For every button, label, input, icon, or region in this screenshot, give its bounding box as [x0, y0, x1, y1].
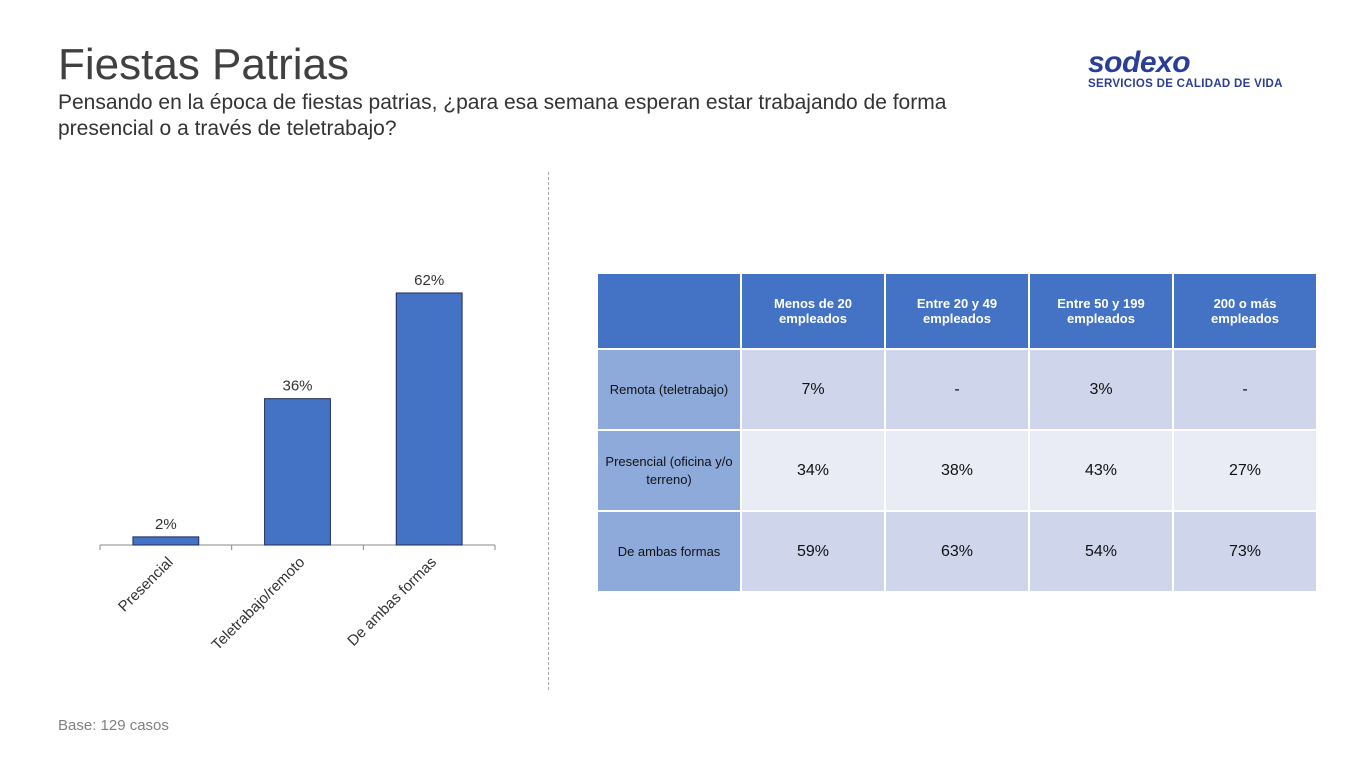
column-header: Entre 20 y 49 empleados	[884, 272, 1030, 350]
column-header: 200 o más empleados	[1172, 272, 1318, 350]
logo-name: sodexo	[1088, 46, 1191, 79]
logo-tagline: SERVICIOS DE CALIDAD DE VIDA	[1088, 78, 1283, 90]
data-table: Menos de 20 empleados Entre 20 y 49 emple…	[596, 272, 1318, 593]
table-cell: 34%	[740, 429, 886, 512]
table-cell: 27%	[1172, 429, 1318, 512]
row-header: De ambas formas	[596, 510, 742, 593]
table-cell: 54%	[1028, 510, 1174, 593]
slide-title: Fiestas Patrias	[58, 40, 349, 89]
bar	[264, 398, 331, 546]
table-cell: 59%	[740, 510, 886, 593]
table-cell: -	[884, 348, 1030, 431]
x-tick-label: Teletrabajo/remoto	[208, 554, 308, 654]
logo: sodexo SERVICIOS DE CALIDAD DE VIDA	[1088, 46, 1288, 90]
bar	[132, 536, 200, 546]
table-cell: -	[1172, 348, 1318, 431]
value-label: 2%	[155, 516, 177, 533]
row-header: Remota (teletrabajo)	[596, 348, 742, 431]
bar	[395, 292, 463, 546]
table-row: Presencial (oficina y/o terreno) 34% 38% 43…	[596, 429, 1318, 512]
column-header: Entre 50 y 199 empleados	[1028, 272, 1174, 350]
table-cell: 43%	[1028, 429, 1174, 512]
value-label: 36%	[282, 378, 312, 395]
table-row: De ambas formas 59% 63% 54% 73%	[596, 510, 1318, 593]
table-cell: 73%	[1172, 510, 1318, 593]
header-row: Menos de 20 empleados Entre 20 y 49 emple…	[596, 272, 1318, 350]
table-cell: 38%	[884, 429, 1030, 512]
corner-cell	[596, 272, 742, 350]
table-cell: 7%	[740, 348, 886, 431]
table-row: Remota (teletrabajo) 7% -3% -	[596, 348, 1318, 431]
row-header: Presencial (oficina y/o terreno)	[596, 429, 742, 512]
value-label: 62%	[414, 272, 444, 289]
table-cell: 63%	[884, 510, 1030, 593]
column-header: Menos de 20 empleados	[740, 272, 886, 350]
slide-subtitle: Pensando en la época de fiestas patrias,…	[58, 91, 947, 140]
x-tick-label: Presencial	[115, 554, 177, 616]
chart: 2% Presencial 36% Teletrabajo/remoto 62% De a…	[99, 272, 496, 654]
x-tick-label: De ambas formas	[344, 554, 440, 650]
table-cell: 3%	[1028, 348, 1174, 431]
footnote: Base: 129 casos	[58, 717, 169, 734]
divider	[548, 172, 549, 690]
